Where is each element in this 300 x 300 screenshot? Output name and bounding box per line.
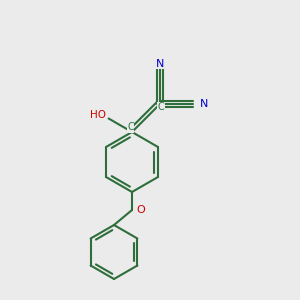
Text: C: C: [127, 122, 134, 133]
Text: C: C: [158, 102, 164, 112]
Text: N: N: [200, 99, 208, 110]
Text: HO: HO: [90, 110, 106, 121]
Text: O: O: [136, 205, 145, 215]
Text: N: N: [155, 59, 164, 69]
